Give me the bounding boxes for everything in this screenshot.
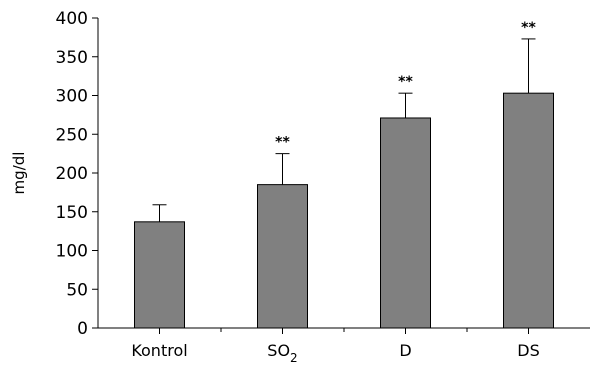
significance-marker: ** xyxy=(521,20,536,36)
y-axis-label: mg/dl xyxy=(10,152,28,195)
x-tick-label: DS xyxy=(517,341,539,360)
x-tick-labels: Kontrol SO2 D DS xyxy=(131,341,539,365)
y-tick-label: 150 xyxy=(56,203,88,223)
bar xyxy=(257,184,308,329)
y-tick-label: 50 xyxy=(66,280,88,300)
x-tick-label: SO2 xyxy=(267,341,297,365)
y-tick-label: 250 xyxy=(56,125,88,145)
significance-marker: ** xyxy=(275,135,290,151)
significance-markers: ** ** ** xyxy=(275,20,536,151)
bar xyxy=(380,117,431,329)
bars xyxy=(134,92,554,329)
y-tick-label: 100 xyxy=(56,242,88,262)
x-tick-label: D xyxy=(399,341,411,360)
y-tick-label: 400 xyxy=(56,9,88,29)
y-tick-label: 200 xyxy=(56,164,88,184)
x-axis xyxy=(98,327,590,334)
y-axis: 0 50 100 150 200 250 300 350 400 xyxy=(56,9,99,339)
y-tick-label: 350 xyxy=(56,48,88,68)
bar xyxy=(503,92,554,329)
significance-marker: ** xyxy=(398,74,413,90)
x-tick-label: Kontrol xyxy=(131,341,187,360)
error-bars xyxy=(152,38,536,222)
y-tick-label: 300 xyxy=(56,87,88,107)
bar xyxy=(134,221,185,329)
y-tick-label: 0 xyxy=(77,319,88,339)
